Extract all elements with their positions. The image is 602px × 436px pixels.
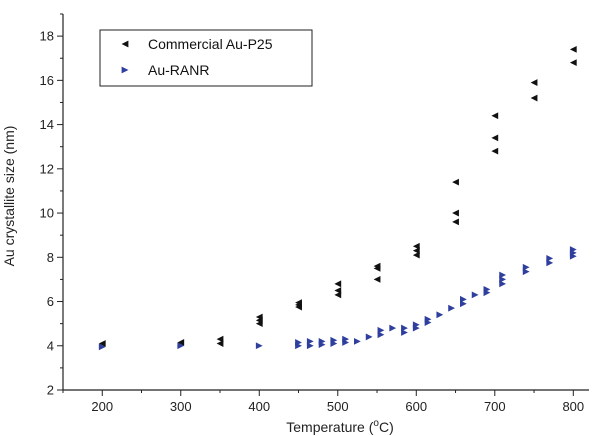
data-point [499,271,507,279]
y-tick-label: 6 [47,294,54,309]
data-point [306,342,314,350]
data-point [98,343,106,351]
legend-label-commercial-au-p25: Commercial Au-P25 [148,36,273,52]
data-point [177,339,185,346]
data-point [177,342,185,350]
data-point [522,268,530,276]
data-point [546,259,554,267]
data-point [530,79,538,86]
data-point [569,59,577,67]
data-point [448,304,456,312]
data-point [452,178,459,186]
series-au-ranr [98,246,577,351]
data-point [389,324,397,332]
data-point [255,313,263,321]
y-tick-label: 12 [40,161,54,176]
data-point [424,315,432,323]
data-point [452,218,459,226]
data-point [216,340,224,347]
data-point [295,299,302,307]
data-point [342,335,350,343]
data-point [318,337,326,345]
x-axis-title-end: C) [379,419,394,435]
data-point [471,291,479,299]
data-point [401,329,408,336]
y-tick-label: 4 [47,338,54,353]
y-tick-label: 18 [40,29,54,44]
x-tick-label: 700 [484,399,506,414]
data-point [98,340,106,347]
y-tick-label: 8 [47,250,54,265]
data-point [295,339,302,346]
y-axis-title: Au crystallite size (nm) [1,126,17,267]
data-point [365,333,373,341]
data-point [491,134,499,142]
data-point [334,291,342,299]
y-tick-label: 2 [47,383,54,398]
data-point [546,255,554,262]
data-point [216,335,224,343]
data-point [569,45,577,53]
legend-marker-commercial-au-p25 [121,40,129,48]
data-point [452,209,459,217]
data-point [334,280,342,288]
data-point [459,300,467,308]
x-tick-label: 800 [562,399,584,414]
data-point [377,326,385,334]
data-point [499,276,507,283]
x-tick-label: 600 [405,399,427,414]
x-tick-label: 400 [248,399,270,414]
data-point [354,337,361,345]
data-point [459,295,467,303]
data-point [530,94,538,102]
data-point [522,263,530,271]
legend-box [99,29,313,87]
data-points [98,45,577,351]
data-point [436,311,444,319]
data-point [499,280,507,288]
data-point [373,276,381,283]
x-tick-label: 200 [91,399,113,414]
x-axis-title-superscript: o [373,418,379,429]
y-tick-label: 16 [40,73,54,88]
data-point [412,247,420,255]
x-axis-title: Temperature (oC) [286,418,394,435]
data-point [483,285,491,293]
legend: Commercial Au-P25 Au-RANR [99,29,313,87]
data-point [491,147,499,155]
axes [62,14,589,391]
legend-marker-au-ranr [121,66,129,74]
y-tick-label: 10 [40,206,54,221]
y-tick-label: 14 [40,117,54,132]
legend-label-au-ranr: Au-RANR [148,62,209,78]
x-tick-label: 500 [327,399,349,414]
x-tick-label: 300 [170,399,192,414]
data-point [412,251,420,259]
tick-marks [57,13,574,396]
x-axis-title-main: Temperature ( [286,419,373,435]
data-point [412,242,420,250]
data-point [491,112,499,120]
data-point [569,246,577,253]
series-commercial-au-p25 [98,45,577,347]
tick-labels: 200 300 400 500 600 700 800 2 4 6 8 10 12 14 16 18 [40,29,585,414]
data-point [255,342,263,350]
data-point [330,336,338,344]
data-point [377,331,385,339]
data-point [334,287,342,294]
data-point [373,262,381,270]
data-point [401,324,408,332]
data-point [306,337,314,345]
data-point [412,321,420,329]
